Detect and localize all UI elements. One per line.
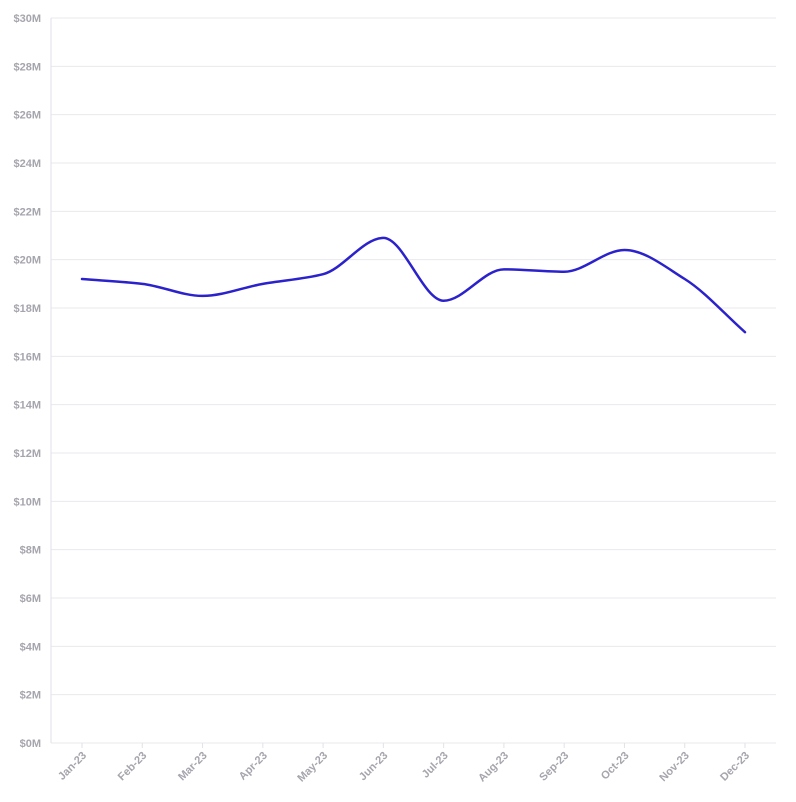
data-point (441, 298, 447, 304)
y-tick-label: $28M (13, 61, 41, 73)
x-axis-ticks: Jan-23 Feb-23 Mar-23 Apr-23 May-23 Jun-23 Jul-… (56, 750, 752, 785)
grid-layer (51, 17, 776, 744)
y-tick-label: $26M (13, 110, 41, 122)
x-tick-label: May-23 (295, 750, 330, 785)
data-point (742, 329, 748, 335)
series-line (80, 236, 747, 334)
y-tick-label: $14M (13, 400, 41, 412)
data-point (561, 269, 567, 275)
x-tick-label: Nov-23 (657, 750, 691, 784)
data-point (682, 276, 688, 282)
data-point (139, 281, 145, 287)
x-tick-label: Mar-23 (176, 750, 210, 784)
y-tick-label: $0M (20, 738, 41, 750)
x-tick-label: Jun-23 (357, 750, 391, 784)
axis-layer (50, 18, 746, 748)
data-point (79, 276, 85, 282)
data-point (380, 235, 386, 241)
y-tick-label: $8M (20, 545, 41, 557)
y-axis-ticks: $0M $2M $4M $6M $8M $10M $12M $14M $16M $18M $20M $… (13, 13, 41, 750)
y-tick-label: $10M (13, 496, 41, 508)
y-tick-label: $18M (13, 303, 41, 315)
data-point (501, 266, 507, 272)
x-tick-label: Oct-23 (599, 750, 632, 783)
x-tick-label: Feb-23 (116, 750, 150, 784)
y-tick-label: $30M (13, 13, 41, 25)
y-tick-label: $22M (13, 206, 41, 218)
x-tick-label: Jan-23 (56, 750, 89, 783)
x-tick-label: Dec-23 (718, 750, 752, 784)
x-tick-label: Sep-23 (537, 750, 571, 784)
y-tick-label: $24M (13, 158, 41, 170)
data-point (260, 281, 266, 287)
y-tick-label: $2M (20, 690, 41, 702)
y-tick-label: $16M (13, 351, 41, 363)
data-point (200, 293, 206, 299)
y-tick-label: $6M (20, 593, 41, 605)
data-point (621, 247, 627, 253)
y-tick-label: $20M (13, 255, 41, 267)
data-point (320, 271, 326, 277)
y-tick-label: $12M (13, 448, 41, 460)
x-tick-label: Jul-23 (420, 750, 451, 781)
x-tick-label: Aug-23 (476, 750, 511, 785)
series-layer (79, 235, 748, 335)
y-tick-label: $4M (20, 641, 41, 653)
x-tick-label: Apr-23 (237, 750, 270, 783)
